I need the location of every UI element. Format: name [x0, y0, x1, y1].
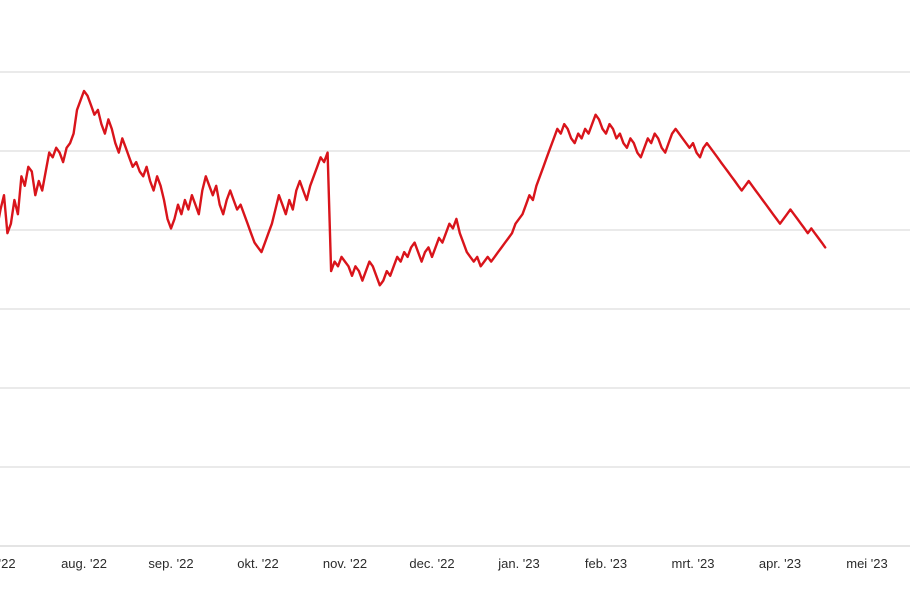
x-axis-tick-labels: jul. '22 aug. '22 sep. '22 okt. '22 nov. '22… [0, 556, 888, 571]
gridlines [0, 71, 910, 547]
x-tick-label: mrt. '23 [672, 556, 715, 571]
x-tick-label: feb. '23 [585, 556, 627, 571]
x-tick-label: aug. '22 [61, 556, 107, 571]
price-series-line [0, 89, 827, 287]
x-tick-label: jul. '22 [0, 556, 16, 571]
x-tick-label: jan. '23 [497, 556, 540, 571]
x-tick-label: apr. '23 [759, 556, 801, 571]
x-tick-label: nov. '22 [323, 556, 367, 571]
x-tick-label: sep. '22 [148, 556, 193, 571]
x-tick-label: mei '23 [846, 556, 888, 571]
x-tick-label: okt. '22 [237, 556, 279, 571]
x-tick-label: dec. '22 [409, 556, 454, 571]
